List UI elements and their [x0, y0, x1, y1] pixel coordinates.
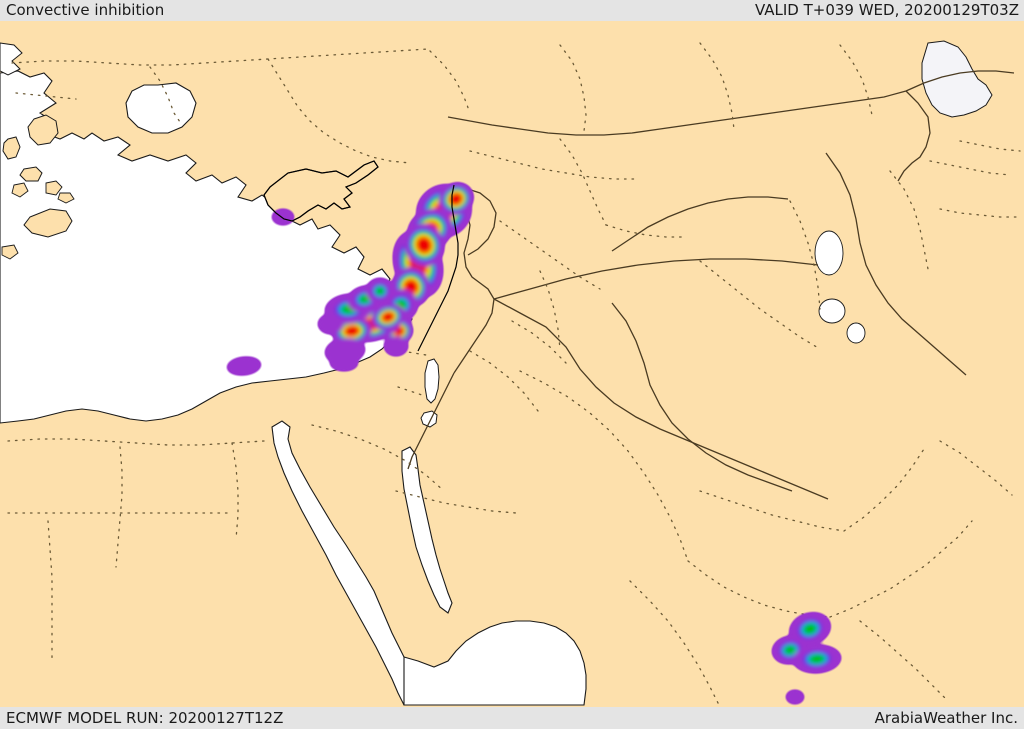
admin-egypt-c [115, 446, 123, 568]
admin-syria-d [499, 220, 601, 290]
model-run-label: ECMWF MODEL RUN: 20200127T12Z [6, 709, 284, 727]
cin-desert-blob-small [786, 690, 804, 704]
page-title: Convective inhibition [6, 1, 165, 19]
admin-saudi-f [629, 580, 721, 707]
island-small-b [45, 180, 63, 196]
admin-turkey-h [959, 140, 1021, 152]
coastline-levant [417, 184, 459, 352]
border-jordan-saudi-east [493, 298, 829, 500]
cin-desert-blob-east [793, 644, 841, 674]
border-lebanon-inner [455, 188, 497, 256]
lake-habbaniyah [818, 298, 846, 324]
admin-turkey-f [699, 42, 735, 130]
gulf-of-aqaba [401, 446, 453, 614]
cin-offshore-lobe-b [227, 356, 261, 376]
island-crete-east [23, 208, 73, 238]
border-syria-iraq [611, 196, 789, 252]
admin-egypt-a [7, 438, 265, 446]
island-karpathos [2, 136, 21, 160]
lake-tharthar [814, 230, 844, 276]
aegean-sea-notch [0, 42, 23, 76]
border-turkey-east [905, 70, 1015, 92]
admin-saudi-d [699, 490, 845, 532]
admin-iraq-d [929, 160, 1011, 176]
border-jordan-iraq-panhandle [493, 258, 819, 300]
provider-credit-label: ArabiaWeather Inc. [874, 709, 1018, 727]
map-canvas[interactable] [0, 21, 1024, 707]
aegean-islands [1, 114, 75, 260]
sea-bodies [0, 40, 993, 706]
country-borders [407, 70, 1015, 500]
admin-iraq-b [699, 260, 821, 350]
admin-jordan-a [469, 350, 539, 412]
footer-bar: ECMWF MODEL RUN: 20200127T12Z ArabiaWeat… [0, 707, 1024, 729]
island-kos [19, 166, 43, 182]
lake-urmia [921, 40, 993, 118]
admin-turkey-a [11, 48, 429, 66]
cin-eastern-desert-group [772, 612, 841, 704]
cin-offshore-lobe-d [384, 336, 408, 356]
island-small-c [57, 192, 75, 204]
admin-syria-a [559, 138, 607, 226]
admin-turkey-i [15, 92, 77, 100]
cin-offshore-lobe-c [330, 355, 358, 371]
map-layers [0, 21, 1024, 707]
admin-egypt-d [231, 442, 239, 540]
mediterranean-sea [0, 70, 413, 424]
admin-turkey-c [267, 58, 411, 164]
cin-cyprus-southwest-patch [272, 209, 294, 225]
map-svg [0, 21, 1024, 707]
admin-borders [7, 42, 1021, 707]
admin-sinai-a [311, 424, 445, 492]
border-turkey-syria [447, 90, 907, 136]
land-layer [0, 21, 1024, 707]
cin-desert-blob-north [789, 612, 831, 646]
admin-iraq-c [889, 170, 929, 270]
admin-sinai-b [395, 490, 517, 514]
lake-razazah [846, 322, 866, 344]
coastline-cyprus-outline [263, 160, 379, 222]
cin-offshore-lobe-e [318, 314, 344, 334]
header-bar: Convective inhibition VALID T+039 WED, 2… [0, 0, 1024, 21]
landmass-main [0, 21, 1024, 707]
admin-saudi-a [519, 370, 689, 562]
admin-iraq-e [939, 208, 1021, 218]
admin-jordan-c [539, 270, 561, 350]
island-small-a [11, 182, 29, 198]
border-iraq-saudi [611, 302, 793, 492]
border-iraq-iran [825, 152, 967, 376]
admin-saudi-g [859, 620, 949, 702]
border-turkey-iraq-iran [897, 90, 931, 182]
island-small-d [1, 244, 19, 260]
valid-time-label: VALID T+039 WED, 20200129T03Z [754, 1, 1019, 19]
admin-egypt-e [47, 520, 53, 662]
admin-syria-b [469, 150, 639, 180]
admin-syria-c [605, 224, 687, 238]
coastline-overlay [263, 160, 459, 352]
border-syria-lebanon-israel [453, 196, 495, 374]
red-sea-main [403, 620, 587, 706]
cin-field-layer [227, 182, 841, 704]
admin-saudi-e [843, 448, 925, 532]
cin-offshore-cluster [325, 278, 405, 346]
dead-sea [424, 358, 440, 404]
border-israel-jordan [407, 372, 455, 470]
admin-turkey-e [559, 44, 587, 132]
admin-saudi-h [939, 440, 1013, 496]
island-rhodes [27, 114, 59, 146]
